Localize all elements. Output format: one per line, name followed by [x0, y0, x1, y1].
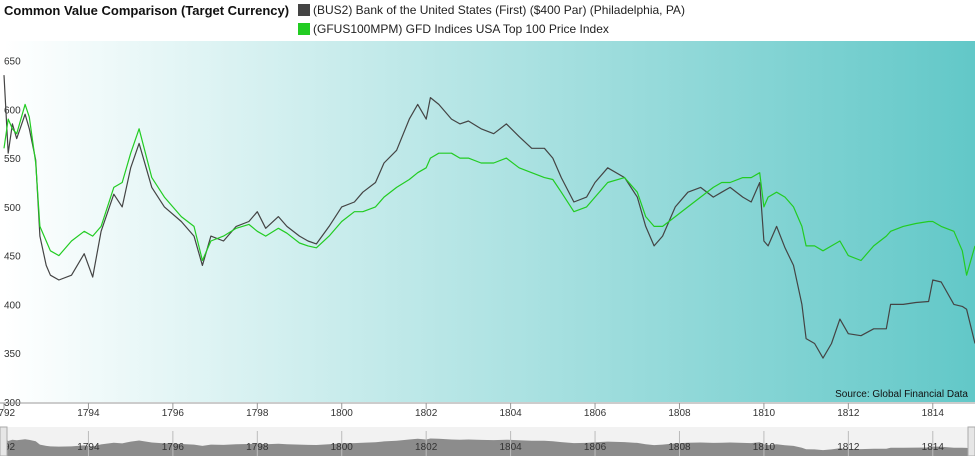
x-tick-label: 1808 [668, 408, 691, 419]
source-label: Source: Global Financial Data [835, 389, 968, 400]
navigator-tick-label: 1802 [415, 442, 438, 453]
y-tick-label: 550 [4, 154, 21, 165]
navigator-tick-label: 1796 [162, 442, 185, 453]
y-tick-label: 500 [4, 203, 21, 214]
series-line-1[interactable] [3, 103, 975, 276]
legend-label-gfus100mpm: (GFUS100MPM) GFD Indices USA Top 100 Pri… [313, 22, 609, 36]
navigator-tick-label: 1810 [753, 442, 776, 453]
x-tick-label: 1806 [584, 408, 607, 419]
navigator-tick-label: 1806 [584, 442, 607, 453]
legend-label-bus2: (BUS2) Bank of the United States (First)… [313, 3, 685, 17]
navigator-tick-label: 1800 [331, 442, 354, 453]
navigator-area [4, 437, 975, 456]
y-tick-label: 600 [4, 105, 21, 116]
x-tick-label: 1814 [922, 408, 945, 419]
navigator-tick-label: 1804 [499, 442, 522, 453]
legend-item-bus2[interactable]: (BUS2) Bank of the United States (First)… [298, 3, 685, 17]
series-line-0[interactable] [3, 75, 975, 359]
y-tick-label: 400 [4, 300, 21, 311]
x-tick-label: 1798 [246, 408, 269, 419]
x-tick-label: 1802 [415, 408, 438, 419]
y-tick-label: 350 [4, 349, 21, 360]
navigator-tick-label: 1798 [246, 442, 269, 453]
x-axis: 1792 1794 1796 1798 1800 1802 1804 1806 1808 1810… [0, 403, 944, 419]
x-tick-label: 1812 [837, 408, 860, 419]
x-tick-label: 1794 [77, 408, 100, 419]
x-tick-label: 1796 [162, 408, 185, 419]
x-tick-label: 1800 [331, 408, 354, 419]
legend-swatch-bus2 [298, 4, 310, 16]
x-tick-label: 1810 [753, 408, 776, 419]
series-group [3, 75, 975, 359]
x-tick-label: 1792 [0, 408, 16, 419]
y-tick-label: 650 [4, 57, 21, 68]
navigator-tick-label: 1794 [77, 442, 100, 453]
navigator[interactable]: 1792 1794 1796 1798 1800 1802 1804 1806 1808 1810… [0, 426, 975, 456]
chart-title: Common Value Comparison (Target Currency… [4, 3, 290, 18]
navigator-tick-label: 1812 [837, 442, 860, 453]
navigator-tick-label: 1808 [668, 442, 691, 453]
legend-item-gfus100mpm[interactable]: (GFUS100MPM) GFD Indices USA Top 100 Pri… [298, 22, 609, 36]
y-tick-label: 450 [4, 252, 21, 263]
legend-swatch-gfus100mpm [298, 23, 310, 35]
navigator-tick-label: 1792 [0, 442, 16, 453]
navigator-handle-left[interactable] [0, 426, 8, 456]
navigator-handle-right[interactable] [967, 426, 975, 456]
plot-background [4, 41, 975, 402]
navigator-tick-label: 1814 [922, 442, 945, 453]
x-tick-label: 1804 [499, 408, 522, 419]
